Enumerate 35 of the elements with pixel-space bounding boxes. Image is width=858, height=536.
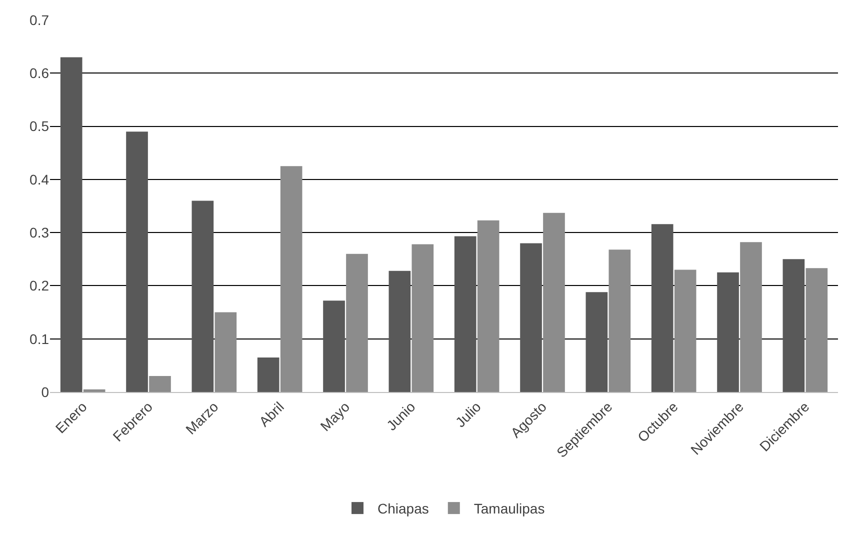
bar (126, 132, 148, 392)
bar (214, 312, 237, 392)
y-tick-label: 0.1 (30, 330, 50, 347)
y-tick-label: 0 (41, 384, 50, 400)
bar (280, 166, 302, 392)
bar (60, 57, 82, 392)
bar (740, 242, 762, 392)
bar (782, 259, 805, 392)
x-tick-label: Julio (452, 398, 484, 430)
legend-label: Chiapas (378, 500, 429, 516)
bar (257, 357, 280, 392)
bar (149, 376, 171, 392)
bar (477, 220, 500, 392)
bar (717, 272, 739, 392)
bar (192, 200, 214, 392)
y-tick-label: 0.3 (30, 224, 50, 240)
y-tick-label: 0.6 (30, 65, 50, 82)
bar (388, 270, 411, 392)
bar (520, 243, 542, 392)
bar (806, 268, 828, 392)
y-tick-label: 0.4 (30, 171, 50, 188)
bar (586, 292, 608, 392)
y-tick-label: 0.7 (30, 12, 50, 28)
y-tick-label: 0.5 (30, 118, 50, 134)
bar (543, 212, 565, 392)
bar (454, 236, 476, 392)
bar (346, 254, 368, 392)
bar (651, 224, 674, 392)
bar (674, 270, 696, 392)
bar (323, 300, 345, 392)
bar (412, 244, 434, 392)
legend-label: Tamaulipas (474, 500, 545, 516)
y-tick-label: 0.2 (30, 278, 50, 294)
bar (608, 250, 631, 392)
bar (83, 389, 106, 392)
